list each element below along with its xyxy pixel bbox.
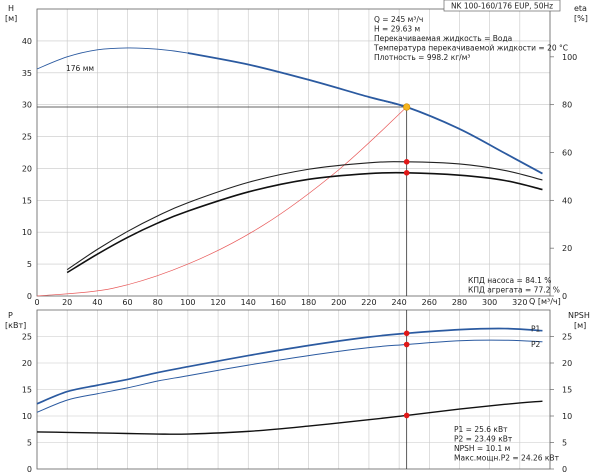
x-tick-label: 220: [361, 298, 376, 307]
x-tick-label: 260: [422, 298, 437, 307]
system-curve: [36, 106, 407, 297]
duty-annotation: Перекачиваемая жидкость = Вода: [374, 34, 512, 43]
h-tick-label: 20: [22, 164, 32, 173]
power-annotation: P2 = 23.49 кВт: [454, 435, 513, 444]
p-axis-unit: [кВт]: [5, 321, 26, 330]
npsh-tick-label: 20: [562, 359, 572, 368]
h-tick-label: 40: [22, 37, 32, 46]
x-tick-label: 100: [180, 298, 195, 307]
head-curve-label: 176 мм: [66, 64, 94, 73]
x-tick-label: 20: [62, 298, 72, 307]
eta-axis-unit: [%]: [574, 14, 588, 23]
head-curve-duty: [187, 52, 543, 175]
eta-axis-label: eta: [574, 4, 587, 13]
h-tick-label: 25: [22, 133, 32, 142]
npsh-tick-label: 10: [562, 412, 572, 421]
x-tick-label: 180: [301, 298, 316, 307]
unit-efficiency-curve: [66, 171, 543, 274]
efficiency-annotation: КПД агрегата = 77.2 %: [468, 286, 560, 295]
p2-series-label: P2: [531, 340, 541, 349]
power-annotation: P1 = 25.6 кВт: [454, 425, 508, 434]
npsh-curve-duty-point: [403, 412, 410, 419]
lower-plot-frame: [36, 309, 551, 470]
eta-tick-label: 20: [562, 244, 572, 253]
h-axis-unit: [м]: [5, 14, 17, 23]
npsh-tick-label: 25: [562, 333, 572, 342]
title-box: [443, 0, 561, 12]
p-tick-label: 15: [22, 386, 32, 395]
x-tick-label: 300: [482, 298, 497, 307]
p-tick-label: 5: [27, 439, 32, 448]
p1-series-label: P1: [531, 325, 541, 334]
x-tick-label: 200: [331, 298, 346, 307]
x-tick-label: 60: [122, 298, 132, 307]
eta-tick-label: 0: [562, 292, 567, 301]
npsh-axis-label: NPSH: [568, 311, 590, 320]
h-tick-label: 15: [22, 196, 32, 205]
p-tick-label: 10: [22, 412, 32, 421]
x-tick-label: 320: [512, 298, 527, 307]
eta-tick-label: 100: [562, 53, 577, 62]
duty-point: [403, 103, 411, 111]
duty-annotation: Плотность = 998.2 кг/м³: [374, 53, 470, 62]
pump-efficiency-curve: [66, 161, 543, 271]
eta-tick-label: 40: [562, 196, 572, 205]
eta-tick-label: 80: [562, 101, 572, 110]
h-tick-label: 10: [22, 228, 32, 237]
p-tick-label: 25: [22, 333, 32, 342]
x-tick-label: 0: [34, 298, 39, 307]
p-tick-label: 20: [22, 359, 32, 368]
pump-efficiency-duty-point: [403, 159, 410, 165]
h-axis-label: H: [8, 4, 14, 13]
p2-curve-duty-point: [403, 341, 410, 348]
duty-annotation: H = 29.63 м: [374, 25, 420, 34]
power-annotation: Макс.мощн.P2 = 24.26 кВт: [454, 454, 560, 463]
x-tick-label: 40: [92, 298, 102, 307]
npsh-axis-unit: [м]: [574, 321, 586, 330]
efficiency-annotation: КПД насоса = 84.1 %: [468, 276, 551, 285]
upper-plot-frame: [36, 8, 551, 297]
p1-curve: [36, 327, 543, 405]
x-tick-label: 140: [241, 298, 256, 307]
x-tick-label: 240: [391, 298, 406, 307]
duty-annotation: Q = 245 м³/ч: [374, 15, 423, 24]
duty-annotation: Температура перекачиваемой жидкости = 20…: [373, 44, 568, 53]
chart-title: NK 100-160/176 EUP, 50Hz: [451, 2, 553, 11]
p-axis-label: P: [8, 311, 13, 320]
p2-curve: [36, 339, 543, 413]
h-tick-label: 30: [22, 101, 32, 110]
x-tick-label: 80: [153, 298, 163, 307]
x-tick-label: 160: [271, 298, 286, 307]
npsh-tick-label: 5: [562, 439, 567, 448]
h-tick-label: 35: [22, 69, 32, 78]
eta-tick-label: 60: [562, 149, 572, 158]
p-tick-label: 0: [27, 465, 32, 474]
q-axis-label: Q [м³/ч]: [529, 297, 561, 306]
h-tick-label: 0: [27, 292, 32, 301]
h-tick-label: 5: [27, 260, 32, 269]
npsh-tick-label: 15: [562, 386, 572, 395]
x-tick-label: 280: [452, 298, 467, 307]
x-tick-label: 120: [210, 298, 225, 307]
power-annotation: NPSH = 10.1 м: [454, 444, 510, 453]
p1-curve-duty-point: [403, 330, 410, 337]
head-curve: [36, 47, 407, 108]
unit-efficiency-duty-point: [403, 170, 410, 176]
npsh-curve: [36, 400, 543, 435]
npsh-tick-label: 0: [562, 465, 567, 474]
